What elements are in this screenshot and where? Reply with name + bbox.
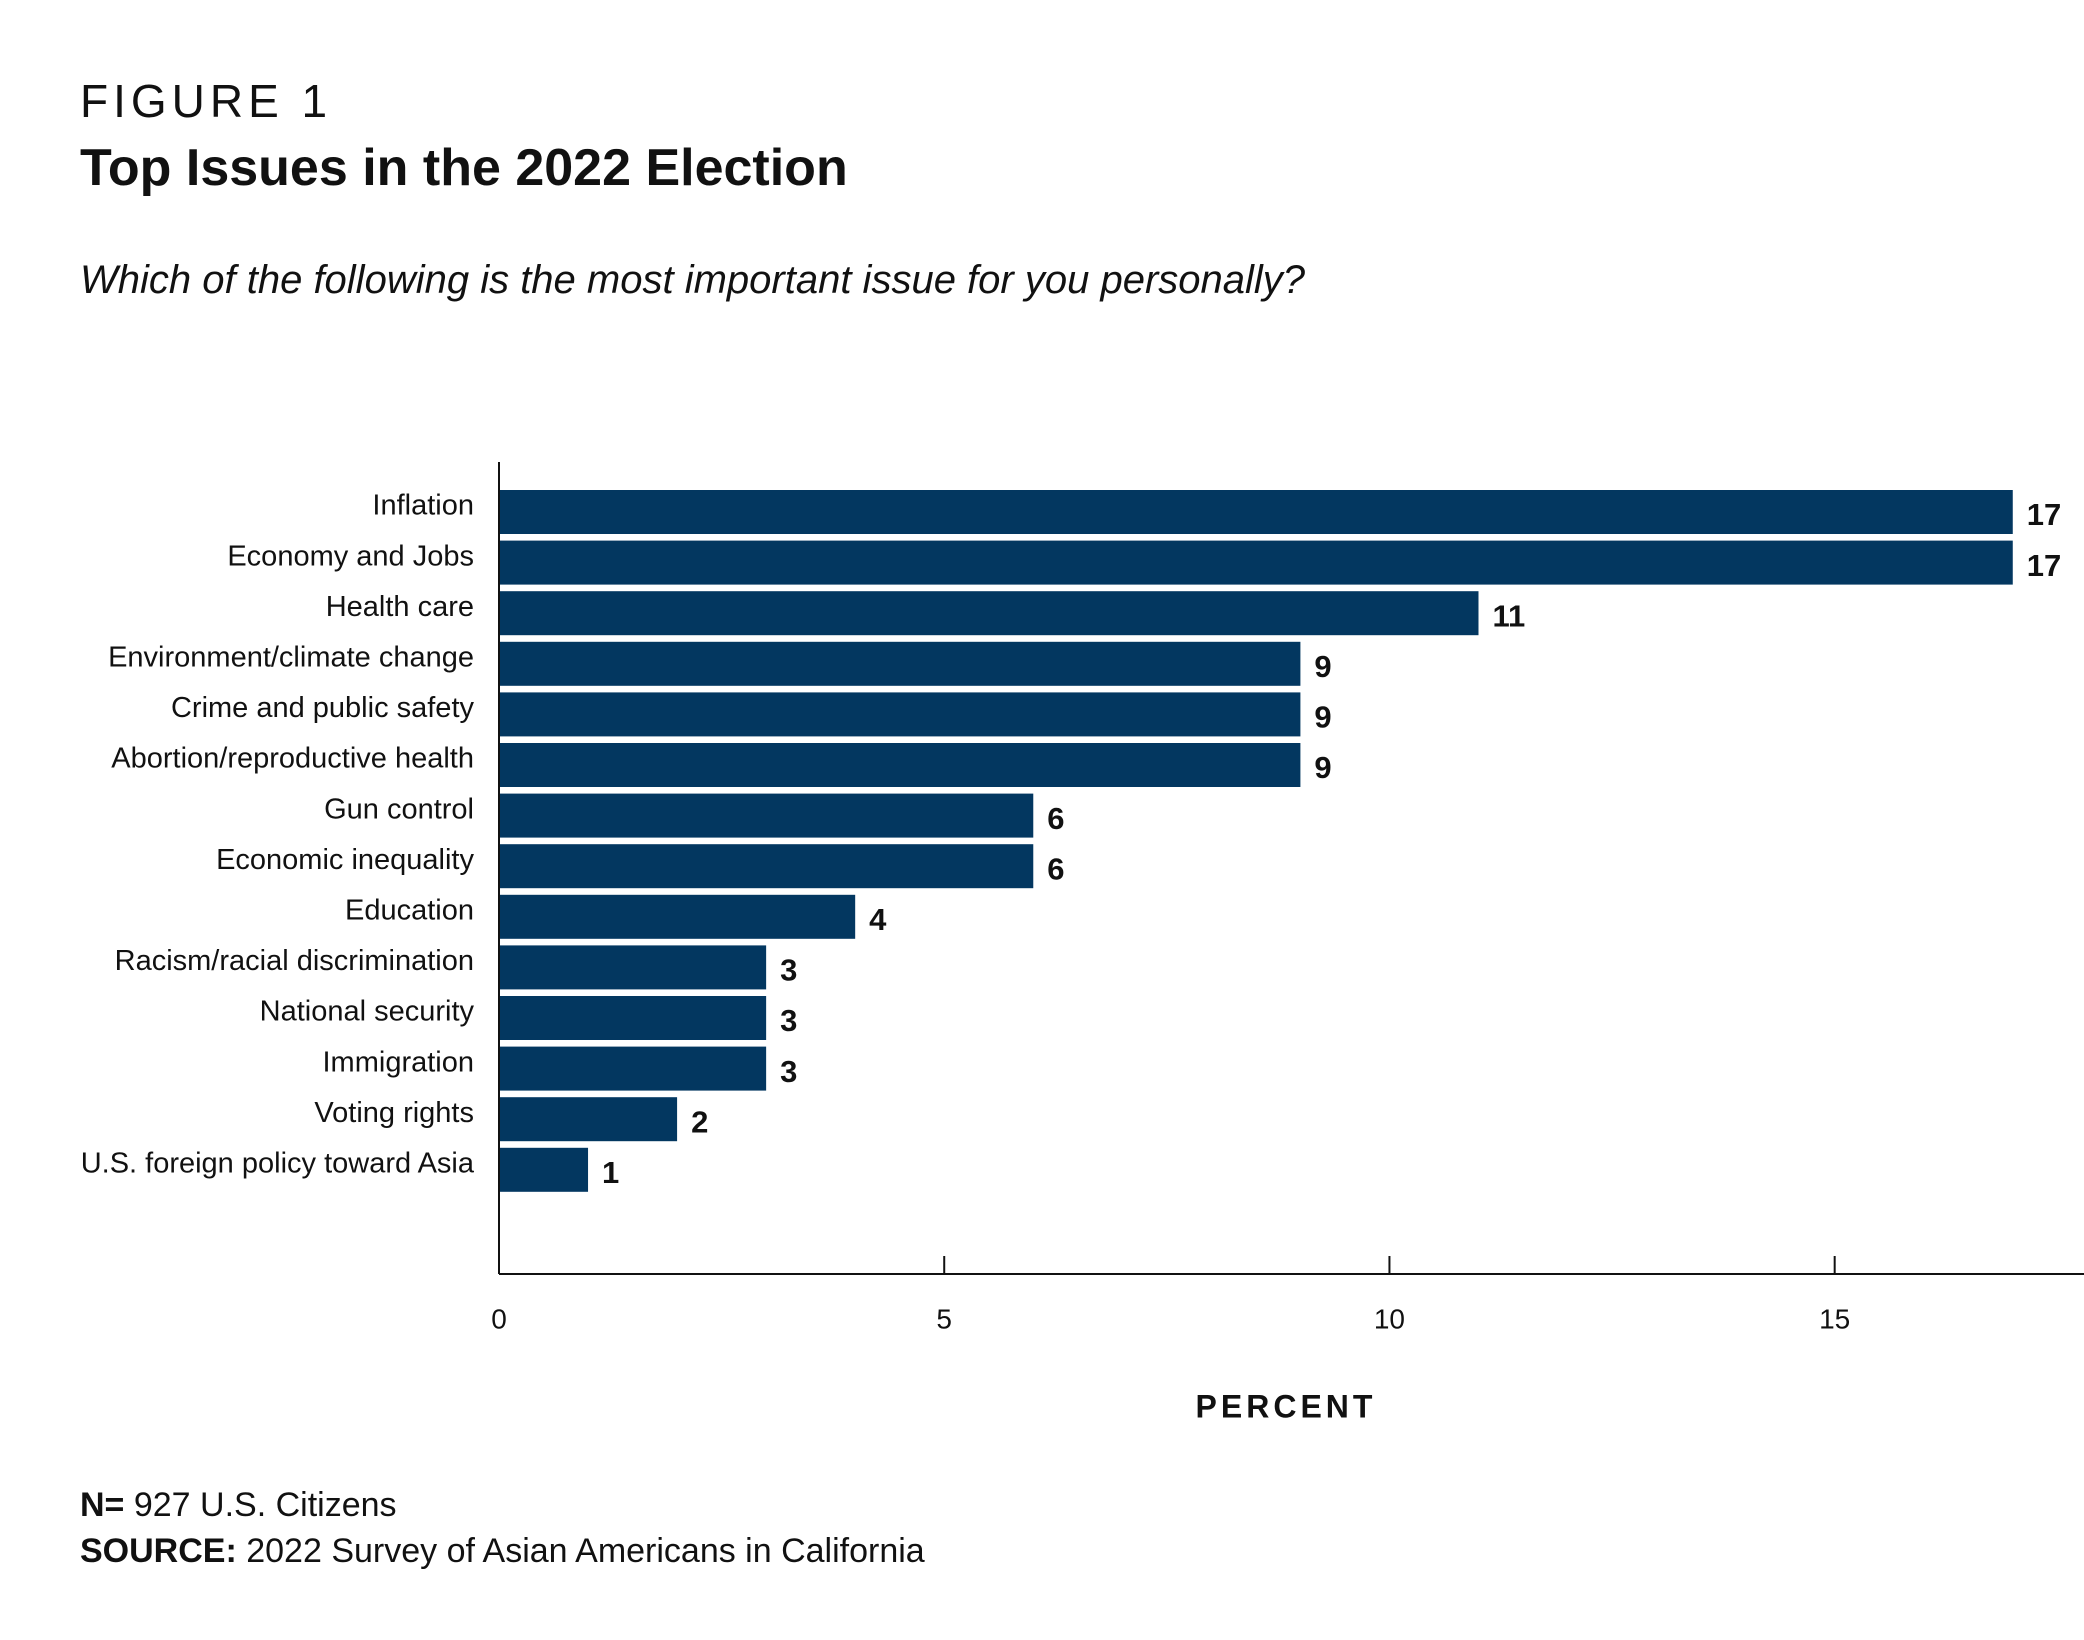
category-label-0: Inflation	[372, 490, 474, 522]
bar-11	[499, 1046, 767, 1091]
x-axis-title: PERCENT	[1196, 1388, 1377, 1424]
bar-chart: Inflation 17 Economy and Jobs 17 Health care…	[81, 462, 2084, 1424]
category-label-11: Immigration	[323, 1046, 475, 1078]
value-label-2: 11	[1492, 598, 1525, 633]
value-label-7: 6	[1047, 851, 1064, 886]
bar-0	[499, 490, 2013, 534]
bar-8	[499, 894, 856, 939]
source-label: SOURCE:	[80, 1532, 237, 1570]
value-label-4: 9	[1314, 700, 1331, 735]
bar-9	[499, 945, 767, 990]
category-label-12: Voting rights	[314, 1097, 474, 1129]
value-label-10: 3	[780, 1003, 797, 1038]
value-label-12: 2	[691, 1104, 708, 1139]
figure-label: FIGURE 1	[80, 75, 333, 127]
source-note: SOURCE: 2022 Survey of Asian Americans i…	[80, 1534, 925, 1568]
category-label-10: National security	[260, 996, 475, 1028]
bar-6	[499, 793, 1034, 838]
value-label-11: 3	[780, 1054, 797, 1089]
x-tick-label-0: 0	[491, 1303, 507, 1334]
category-label-1: Economy and Jobs	[227, 540, 474, 572]
category-label-5: Abortion/reproductive health	[111, 743, 474, 775]
value-label-3: 9	[1314, 649, 1331, 684]
value-label-13: 1	[602, 1155, 619, 1190]
bar-3	[499, 641, 1301, 686]
category-label-8: Education	[345, 894, 474, 926]
bar-10	[499, 996, 767, 1040]
category-label-9: Racism/racial discrimination	[115, 945, 474, 977]
category-label-7: Economic inequality	[216, 844, 474, 876]
category-label-13: U.S. foreign policy toward Asia	[81, 1147, 475, 1179]
x-tick-label-1: 5	[936, 1303, 952, 1334]
value-label-0: 17	[2027, 497, 2061, 532]
bar-13	[499, 1147, 589, 1192]
sample-size-value: 927 U.S. Citizens	[124, 1486, 397, 1524]
bar-7	[499, 844, 1034, 889]
sample-size-note: N= 927 U.S. Citizens	[80, 1488, 397, 1522]
category-label-3: Environment/climate change	[108, 641, 474, 673]
category-label-4: Crime and public safety	[171, 692, 475, 724]
source-value: 2022 Survey of Asian Americans in Califo…	[236, 1532, 925, 1570]
category-label-2: Health care	[326, 591, 474, 623]
category-label-6: Gun control	[324, 793, 474, 825]
bar-2	[499, 591, 1479, 636]
value-label-1: 17	[2027, 548, 2061, 583]
bar-5	[499, 743, 1301, 787]
sample-size-label: N=	[80, 1486, 125, 1524]
value-label-5: 9	[1314, 750, 1331, 785]
bar-4	[499, 692, 1301, 737]
x-tick-label-3: 15	[1819, 1303, 1850, 1334]
bar-1	[499, 540, 2013, 585]
value-label-6: 6	[1047, 801, 1064, 836]
bar-12	[499, 1097, 678, 1142]
value-label-8: 4	[869, 902, 887, 937]
chart-title: Top Issues in the 2022 Election	[80, 139, 848, 197]
survey-question: Which of the following is the most impor…	[80, 258, 1306, 302]
x-tick-label-2: 10	[1374, 1303, 1405, 1334]
value-label-9: 3	[780, 953, 797, 988]
